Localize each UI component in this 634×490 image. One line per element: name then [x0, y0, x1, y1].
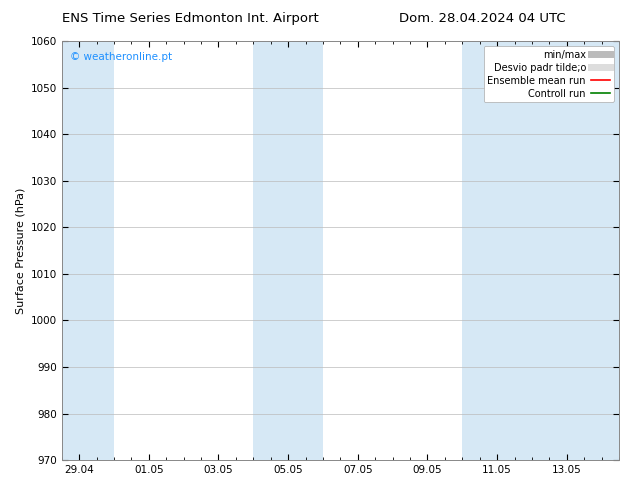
Bar: [253, 41, 323, 460]
Legend: min/max, Desvio padr tilde;o, Ensemble mean run, Controll run: min/max, Desvio padr tilde;o, Ensemble m…: [484, 46, 614, 102]
Y-axis label: Surface Pressure (hPa): Surface Pressure (hPa): [15, 187, 25, 314]
Text: Dom. 28.04.2024 04 UTC: Dom. 28.04.2024 04 UTC: [399, 12, 565, 25]
Bar: [61, 41, 114, 460]
Text: ENS Time Series Edmonton Int. Airport: ENS Time Series Edmonton Int. Airport: [62, 12, 318, 25]
Text: © weatheronline.pt: © weatheronline.pt: [70, 51, 172, 62]
Bar: [462, 41, 619, 460]
